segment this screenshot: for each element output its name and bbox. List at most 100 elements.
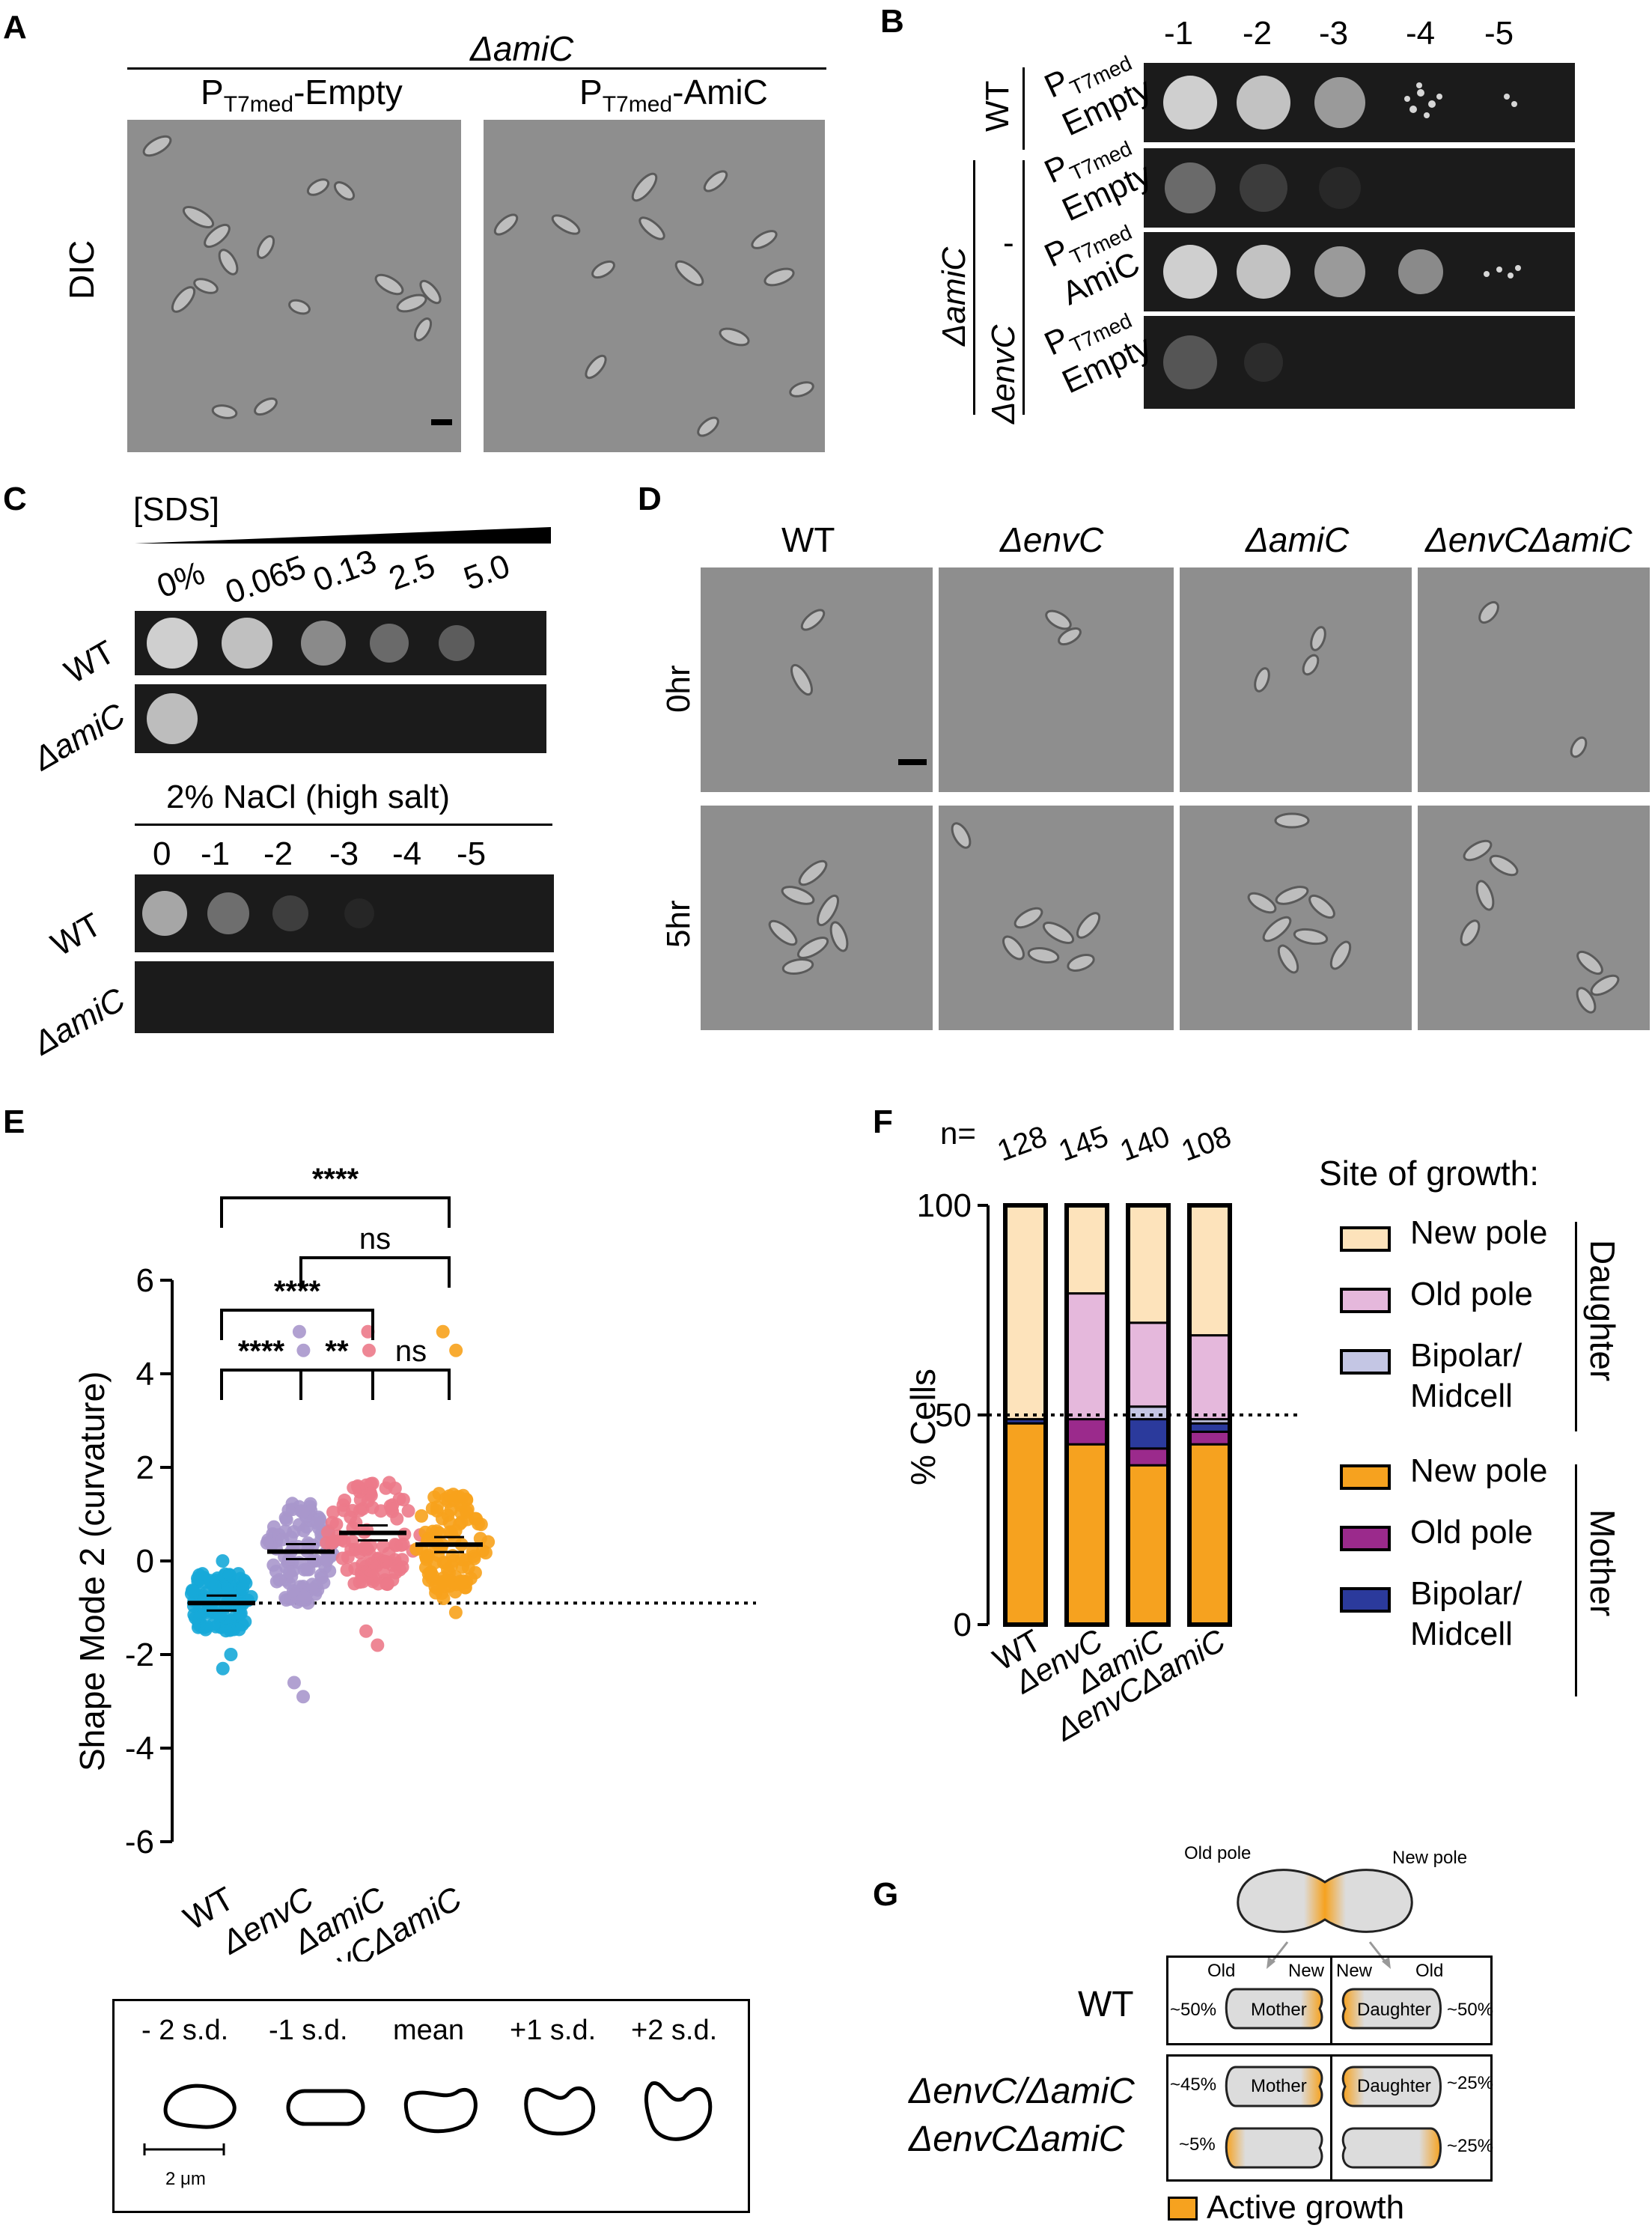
panel-label-c: C: [3, 481, 27, 517]
y-tick-label: 0: [954, 1607, 972, 1643]
mother-label: Mother: [1583, 1509, 1622, 1617]
data-point: [287, 1525, 301, 1539]
plasmid-label: PT7med Empty: [1039, 136, 1157, 228]
data-point: [335, 1533, 349, 1547]
strain-wt: WT: [58, 633, 121, 691]
plasmid-label: PT7med Empty: [1039, 308, 1157, 401]
plasmid-label: PT7med AmiC: [1039, 220, 1145, 312]
data-point: [456, 1560, 470, 1574]
bar-segment: [1065, 1292, 1109, 1421]
significance-label: ns: [359, 1223, 391, 1256]
data-point: [282, 1565, 296, 1580]
data-point: [374, 1504, 388, 1518]
data-point: [260, 1536, 274, 1550]
col-label: WT: [781, 520, 835, 559]
dilution-label: -5: [1484, 15, 1514, 52]
data-point: [401, 1504, 415, 1518]
strain-amic: ΔamiC: [27, 981, 132, 1062]
data-point: [335, 1551, 350, 1565]
cells-image: [493, 170, 814, 437]
y-tick-label: 2: [136, 1449, 154, 1486]
data-point: [200, 1619, 214, 1634]
data-point: [473, 1532, 487, 1546]
data-point: [292, 1324, 306, 1339]
data-point: [424, 1566, 438, 1580]
active-growth-swatch: [1168, 2197, 1198, 2221]
mother-cell: [1225, 2066, 1323, 2107]
plasmid-label: PT7med Empty: [1039, 51, 1157, 143]
sds-plate-wt: [135, 611, 546, 675]
legend-label: New pole: [1410, 1452, 1548, 1489]
spot-row: [1163, 76, 1517, 130]
data-point: [441, 1508, 455, 1522]
daughter-cell: [1341, 2066, 1442, 2107]
data-point: [389, 1538, 403, 1553]
data-point: [294, 1504, 308, 1518]
data-point: [371, 1577, 385, 1591]
data-point: [224, 1648, 238, 1661]
panel-label-e: E: [3, 1104, 25, 1140]
curvature-chart: 6420-2-4-6WTΔenvCΔamiCΔenvCΔamiC****ns**…: [125, 1163, 756, 1961]
salt-plate-amic: [135, 961, 554, 1033]
data-point: [338, 1494, 352, 1508]
data-point: [351, 1480, 365, 1494]
group-amic: ΔamiC: [936, 246, 972, 346]
strain-wt: WT: [979, 80, 1016, 132]
significance-bracket: [220, 1309, 374, 1340]
daughter-cell-label: Daughter: [1357, 2076, 1431, 2096]
significance-label: ****: [274, 1275, 321, 1308]
significance-label: ns: [395, 1335, 427, 1368]
salt-rule: [135, 824, 552, 826]
data-point: [186, 1585, 201, 1599]
mother-cell-label: Mother: [1251, 2076, 1307, 2096]
wt-growth-box: Old New New Old ~50% ~50% Mother Daughte…: [1166, 1956, 1493, 2045]
data-point: [216, 1554, 230, 1568]
y-tick-label: 6: [136, 1262, 154, 1299]
data-point: [454, 1515, 469, 1530]
y-tick-label: -2: [125, 1637, 154, 1673]
n-label: n=: [940, 1116, 976, 1151]
spot-plate-envc-empty: [1144, 316, 1575, 409]
spot-row: [147, 618, 475, 669]
bar-segment: [1127, 1464, 1170, 1626]
shape-label: +1 s.d.: [510, 2015, 597, 2046]
data-point: [415, 1509, 429, 1523]
bar-segment: [1188, 1430, 1231, 1446]
legend-label: Midcell: [1410, 1616, 1513, 1652]
sds-conc: 0.065: [220, 548, 311, 612]
significance-label: **: [325, 1335, 349, 1368]
growth-legend: New pole Old pole Bipolar/Midcell New pole O…: [1340, 1213, 1639, 1722]
panel-label-d: D: [638, 481, 662, 517]
legend-swatch: [1340, 1226, 1391, 1252]
bar-segment: [1127, 1204, 1170, 1324]
g-wt-label: WT: [1078, 1985, 1134, 2024]
data-point: [396, 1493, 410, 1507]
daughter-cell: [1341, 1988, 1442, 2030]
new-label: New: [1336, 1961, 1373, 1981]
old-pole-label: Old pole: [1184, 1843, 1252, 1863]
data-point: [427, 1490, 442, 1504]
data-point: [296, 1690, 311, 1704]
old-label: Old: [1207, 1961, 1236, 1981]
bracket: [1022, 160, 1025, 415]
data-point: [286, 1583, 300, 1598]
salt-dilution: -3: [329, 836, 359, 872]
salt-title: 2% NaCl (high salt): [166, 779, 451, 815]
cells-image: [951, 822, 1101, 972]
dic-wt-0hr: [701, 567, 933, 792]
scale-bar-label: 2 μm: [165, 2169, 206, 2189]
data-point: [287, 1676, 301, 1690]
shape-outlines: [143, 2081, 713, 2155]
data-point: [353, 1503, 368, 1518]
n-count: 140: [1116, 1123, 1174, 1168]
dilution-label: -4: [1406, 15, 1436, 52]
spot-plate-amic-amic: [1144, 232, 1575, 311]
new-label: New: [1288, 1961, 1325, 1981]
data-point: [362, 1343, 377, 1357]
legend-title: Site of growth:: [1319, 1154, 1540, 1193]
cells-image: [142, 135, 452, 425]
col-label: ΔenvCΔamiC: [1425, 520, 1633, 559]
group-dash: -: [1003, 225, 1014, 261]
y-tick-label: 0: [136, 1543, 154, 1580]
cells-image: [1478, 600, 1588, 758]
